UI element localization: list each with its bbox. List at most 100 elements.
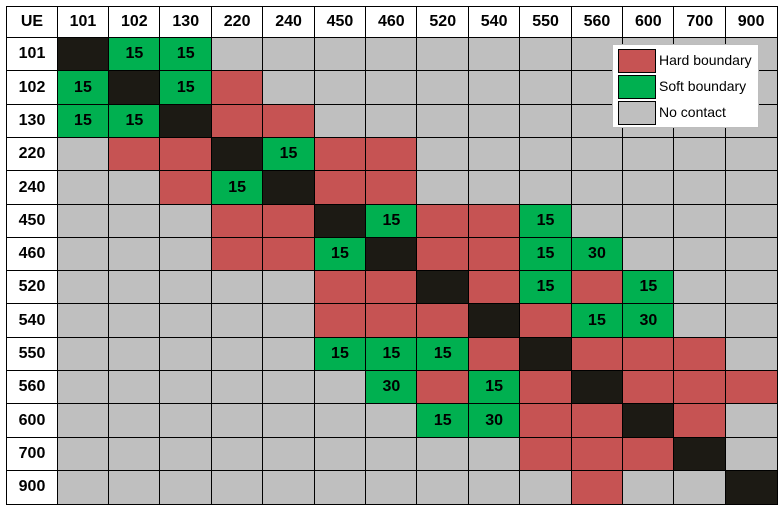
matrix-cell: [210, 70, 264, 106]
column-header: 450: [313, 6, 367, 39]
matrix-cell: [107, 403, 161, 439]
matrix-cell: [621, 236, 675, 272]
matrix-cell: [56, 37, 110, 72]
matrix-cell: [56, 270, 110, 305]
matrix-cell: [364, 103, 418, 139]
matrix-cell: [724, 170, 778, 205]
matrix-cell: [467, 203, 521, 239]
matrix-cell: [107, 203, 161, 239]
matrix-cell: [570, 203, 624, 239]
matrix-cell: [159, 170, 213, 205]
matrix-cell: 15: [313, 236, 367, 272]
matrix-cell: [519, 336, 572, 372]
matrix-cell: [724, 436, 778, 472]
matrix-cell: [56, 136, 110, 172]
matrix-cell: 15: [107, 37, 161, 72]
matrix-cell: [467, 170, 521, 205]
matrix-cell: [210, 37, 264, 72]
row-header: 101: [6, 37, 58, 72]
matrix-cell: [364, 70, 418, 106]
matrix-cell: [313, 270, 367, 305]
matrix-cell: 15: [159, 37, 213, 72]
matrix-cell: [467, 270, 521, 305]
matrix-cell: [416, 370, 470, 405]
matrix-cell: [159, 370, 213, 405]
row-header: 700: [6, 436, 58, 472]
matrix-cell: 15: [416, 403, 470, 439]
matrix-cell: [107, 303, 161, 339]
row-header: 560: [6, 370, 58, 405]
matrix-cell: [673, 170, 727, 205]
matrix-cell: [416, 203, 470, 239]
matrix-cell: [262, 70, 315, 106]
matrix-cell: [724, 336, 778, 372]
matrix-cell: 15: [416, 336, 470, 372]
matrix-cell: [313, 403, 367, 439]
matrix-cell: [313, 370, 367, 405]
matrix-cell: [724, 203, 778, 239]
matrix-cell: [210, 203, 264, 239]
matrix-cell: [621, 336, 675, 372]
column-header: 460: [364, 6, 418, 39]
matrix-cell: [210, 136, 264, 172]
matrix-cell: [519, 303, 572, 339]
column-header: 540: [467, 6, 521, 39]
matrix-cell: [56, 436, 110, 472]
matrix-cell: [107, 336, 161, 372]
matrix-cell: [416, 436, 470, 472]
matrix-cell: [56, 170, 110, 205]
matrix-cell: [313, 203, 367, 239]
matrix-cell: 30: [570, 236, 624, 272]
legend-swatch-soft: [618, 75, 656, 99]
matrix-cell: [416, 270, 470, 305]
matrix-cell: 15: [159, 70, 213, 106]
matrix-cell: [159, 236, 213, 272]
matrix-cell: 30: [467, 403, 521, 439]
matrix-cell: [364, 236, 418, 272]
matrix-cell: [262, 37, 315, 72]
matrix-cell: [159, 203, 213, 239]
matrix-cell: [519, 403, 572, 439]
column-header: 900: [724, 6, 778, 39]
matrix-cell: [570, 136, 624, 172]
matrix-cell: [313, 303, 367, 339]
matrix-cell: [724, 236, 778, 272]
matrix-cell: [570, 436, 624, 472]
row-header: 102: [6, 70, 58, 106]
row-header: 240: [6, 170, 58, 205]
matrix-cell: [519, 70, 572, 106]
legend-label-none: No contact: [659, 104, 726, 120]
matrix-cell: [107, 370, 161, 405]
column-header: 102: [107, 6, 161, 39]
matrix-cell: [519, 37, 572, 72]
matrix-cell: 15: [262, 136, 315, 172]
column-header: 520: [416, 6, 470, 39]
row-header: 450: [6, 203, 58, 239]
matrix-cell: [56, 370, 110, 405]
matrix-cell: [724, 303, 778, 339]
matrix-cell: [262, 303, 315, 339]
row-header: 220: [6, 136, 58, 172]
matrix-cell: [262, 170, 315, 205]
matrix-cell: [467, 236, 521, 272]
matrix-cell: [621, 136, 675, 172]
matrix-cell: [673, 136, 727, 172]
matrix-cell: [673, 336, 727, 372]
matrix-cell: [56, 469, 110, 505]
matrix-cell: [262, 436, 315, 472]
matrix-cell: [519, 469, 572, 505]
matrix-cell: [416, 136, 470, 172]
matrix-cell: [364, 469, 418, 505]
matrix-cell: 15: [519, 270, 572, 305]
matrix-cell: [467, 303, 521, 339]
matrix-cell: [724, 136, 778, 172]
matrix-cell: [364, 170, 418, 205]
matrix-cell: [467, 436, 521, 472]
matrix-cell: [56, 336, 110, 372]
legend-item-soft: Soft boundary: [618, 75, 758, 99]
matrix-cell: [467, 136, 521, 172]
row-header: 900: [6, 469, 58, 505]
legend-swatch-none: [618, 101, 656, 125]
matrix-cell: 30: [621, 303, 675, 339]
matrix-cell: [673, 370, 727, 405]
